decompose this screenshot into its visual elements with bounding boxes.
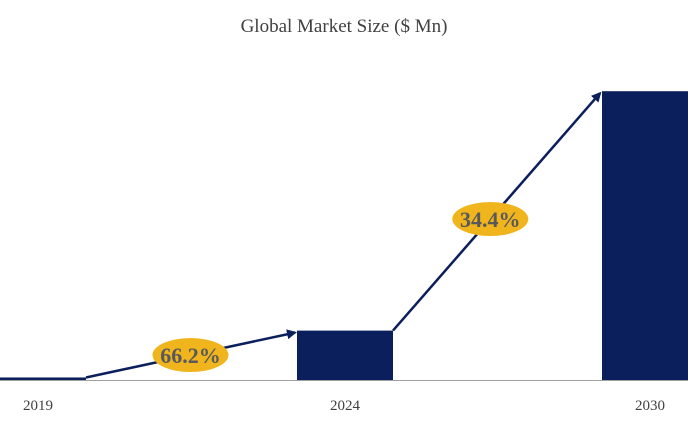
growth-badge-2: 34.4% [452, 202, 529, 237]
growth-rate-label: 34.4% [460, 207, 521, 232]
chart-title: Global Market Size ($ Mn) [240, 16, 448, 37]
bar-2030 [602, 91, 688, 380]
x-tick-label-2030: 2030 [635, 398, 665, 414]
growth-badge-1: 66.2% [152, 338, 229, 373]
bar-2019 [0, 377, 86, 380]
x-tick-label-2019: 2019 [23, 398, 53, 414]
growth-badge-ellipse [452, 202, 529, 237]
growth-badge-ellipse [152, 338, 229, 373]
x-tick-label-2024: 2024 [330, 398, 361, 414]
growth-rate-label: 66.2% [160, 343, 221, 368]
bar-2024 [297, 330, 393, 380]
